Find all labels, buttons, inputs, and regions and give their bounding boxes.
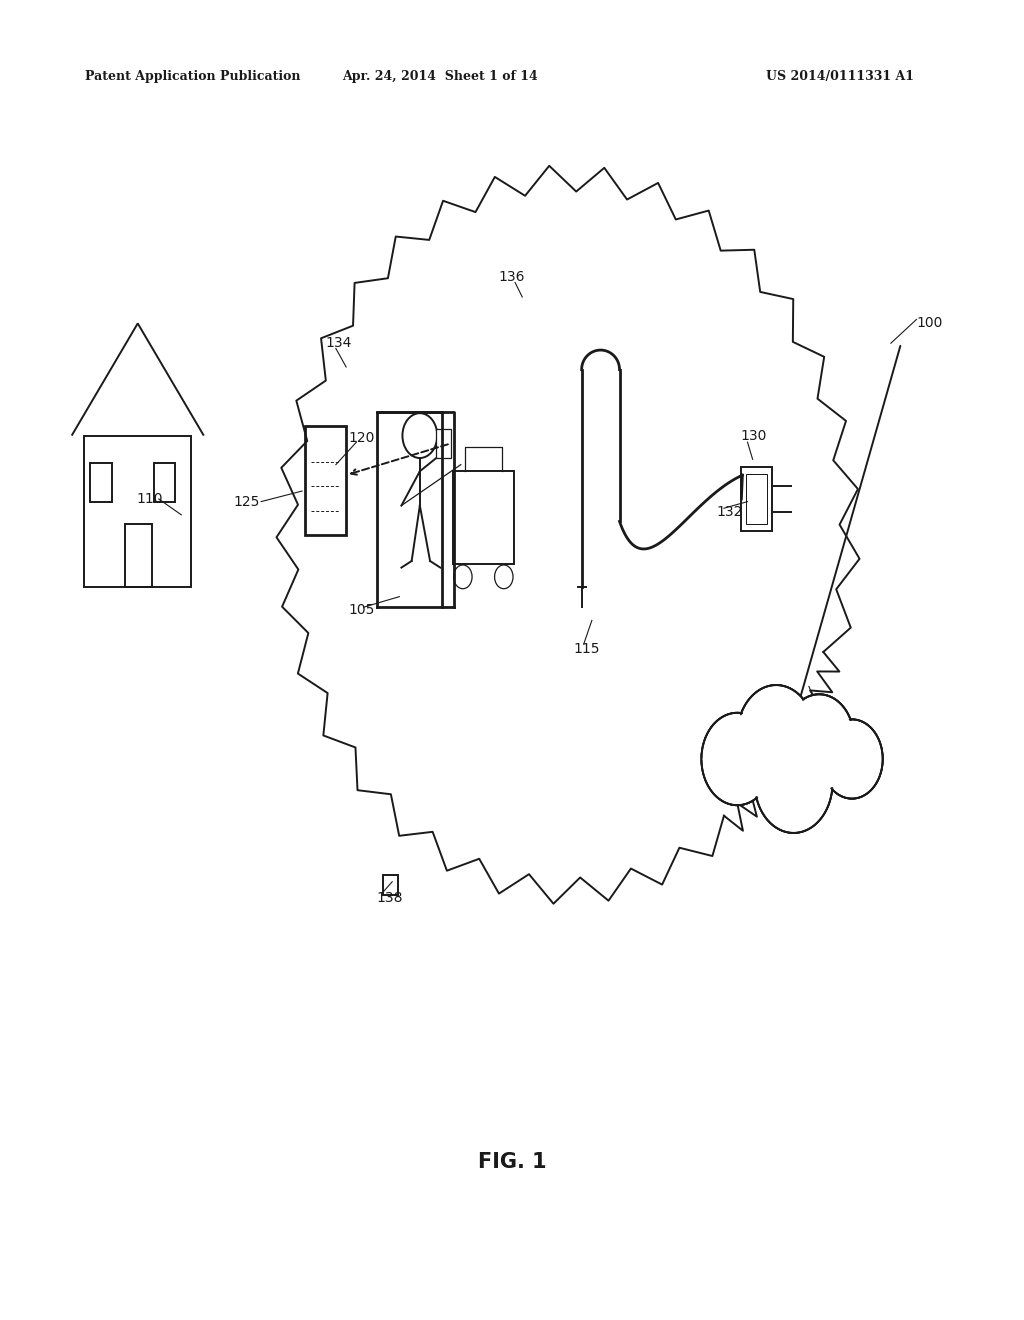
Circle shape: [821, 719, 883, 799]
Text: 137: 137: [809, 700, 836, 713]
Text: Apr. 24, 2014  Sheet 1 of 14: Apr. 24, 2014 Sheet 1 of 14: [342, 70, 539, 83]
Polygon shape: [436, 429, 451, 458]
Text: 105: 105: [348, 603, 375, 616]
FancyBboxPatch shape: [305, 426, 346, 535]
Text: Patent Application Publication: Patent Application Publication: [85, 70, 300, 83]
Text: 110: 110: [136, 492, 163, 506]
Text: 136: 136: [499, 271, 525, 284]
Circle shape: [755, 733, 833, 833]
Text: 138: 138: [377, 891, 403, 904]
Text: 132: 132: [717, 506, 743, 519]
Circle shape: [701, 713, 773, 805]
Text: FIG. 1: FIG. 1: [477, 1151, 547, 1172]
Text: 130: 130: [740, 429, 767, 442]
Text: 115: 115: [573, 643, 600, 656]
Text: US 2014/0111331 A1: US 2014/0111331 A1: [766, 70, 913, 83]
Text: 134: 134: [326, 337, 352, 350]
Circle shape: [701, 713, 773, 805]
Circle shape: [784, 694, 854, 784]
Circle shape: [784, 694, 854, 784]
Circle shape: [755, 733, 833, 833]
Text: 100: 100: [916, 317, 943, 330]
Circle shape: [821, 719, 883, 799]
Circle shape: [737, 685, 815, 785]
Text: 120: 120: [348, 432, 375, 445]
Text: 125: 125: [233, 495, 260, 508]
Circle shape: [737, 685, 815, 785]
FancyBboxPatch shape: [741, 467, 772, 531]
